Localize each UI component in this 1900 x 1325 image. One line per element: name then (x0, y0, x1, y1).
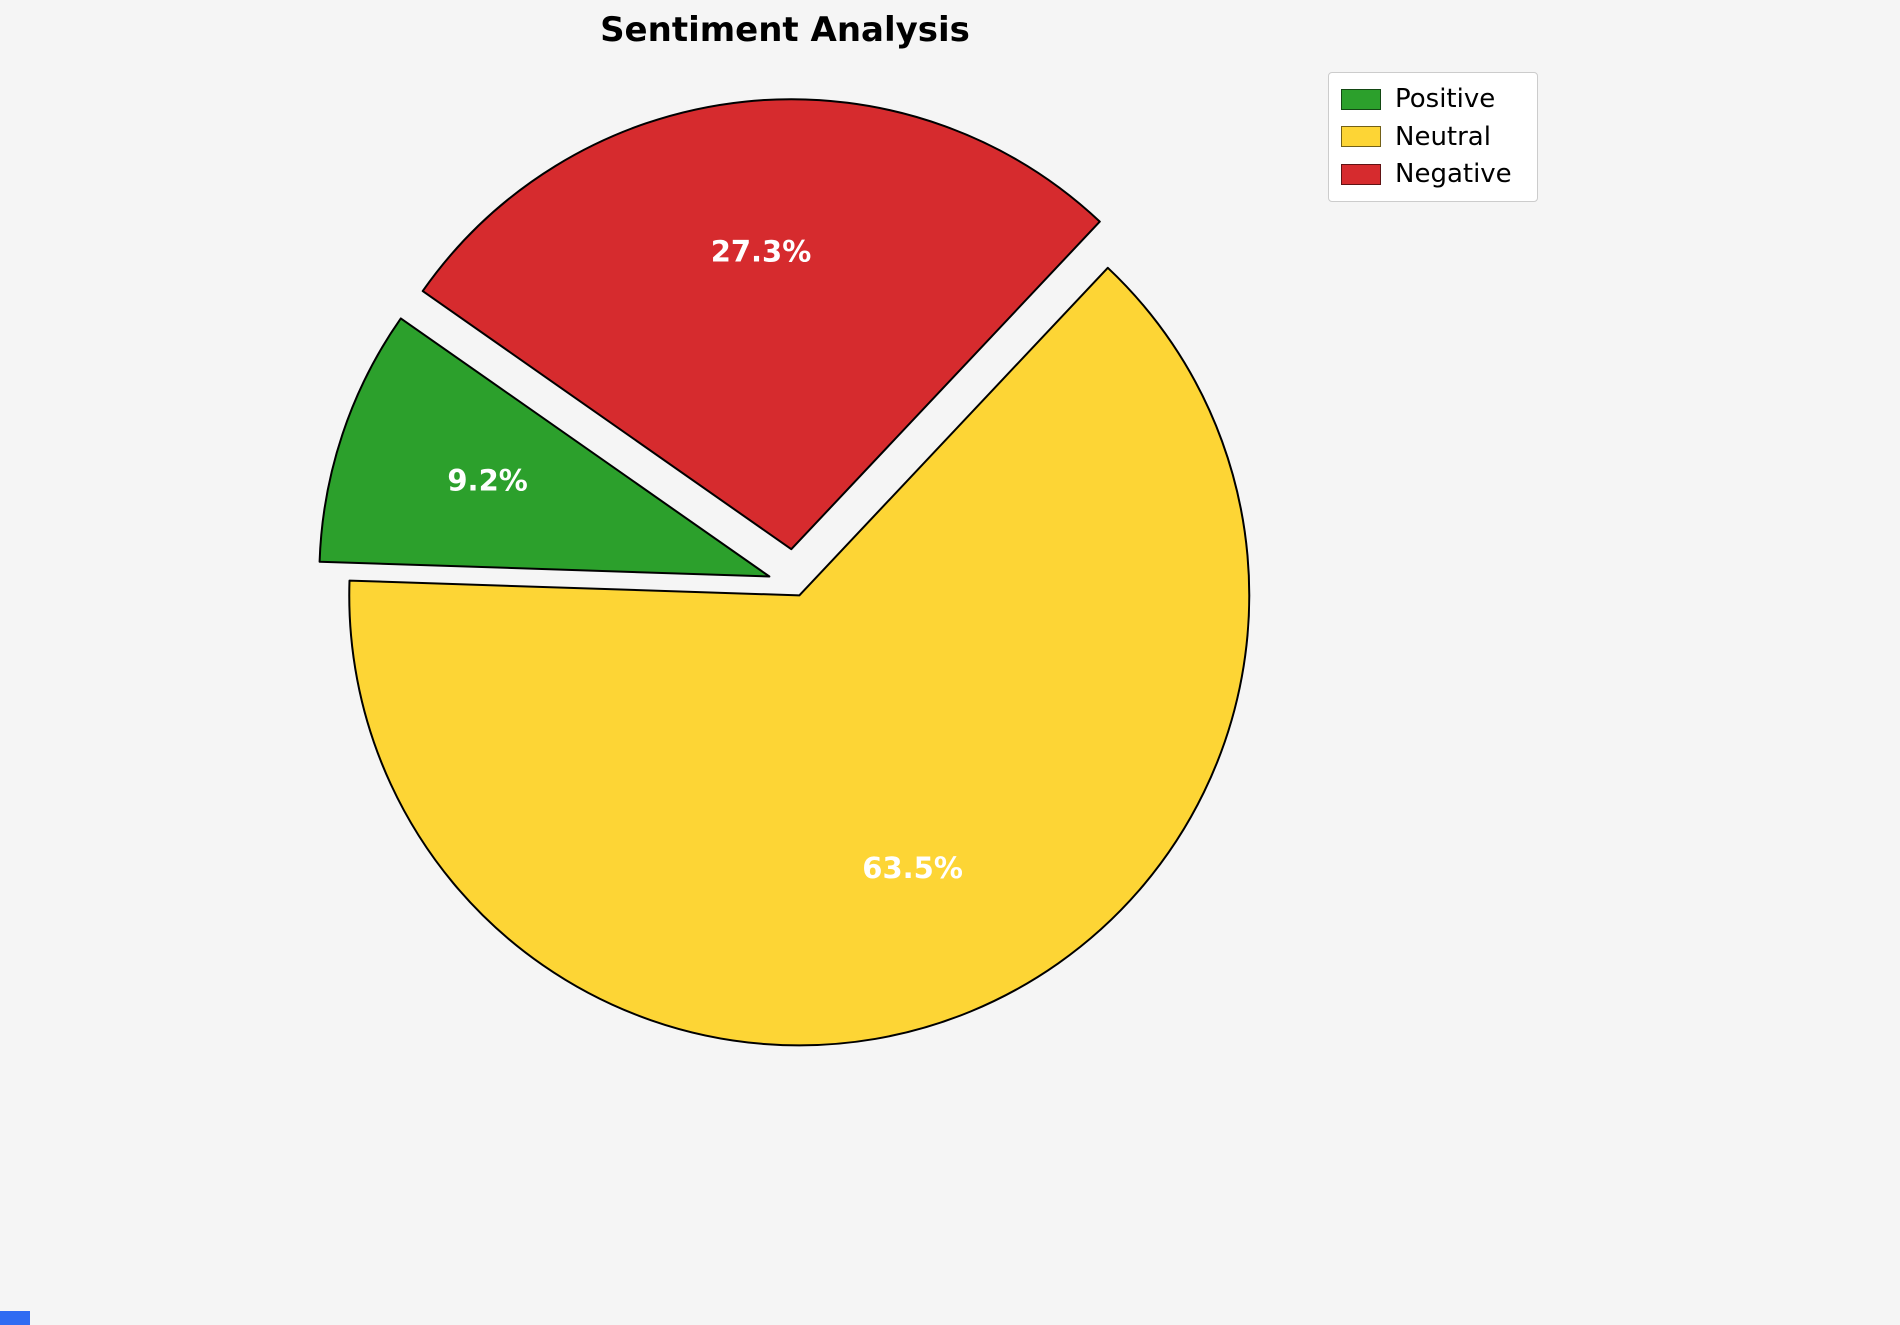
legend-item-positive: Positive (1341, 85, 1525, 114)
legend-swatch-negative-icon (1341, 163, 1381, 185)
slice-label-neutral: 63.5% (862, 851, 963, 885)
legend-label-negative: Negative (1395, 159, 1512, 190)
legend: Positive Neutral Negative (1328, 72, 1538, 202)
legend-label-neutral: Neutral (1395, 121, 1491, 152)
pie-slice-positive (318, 317, 771, 578)
legend-swatch-positive-icon (1341, 88, 1381, 110)
legend-swatch-neutral-icon (1341, 126, 1381, 148)
legend-label-positive: Positive (1395, 84, 1496, 114)
screen-corner-fragment (0, 1311, 30, 1325)
chart-title: Sentiment Analysis (600, 10, 970, 50)
pie-slice-negative (421, 98, 1101, 551)
pie-slice-neutral (348, 266, 1251, 1047)
legend-item-neutral: Neutral (1341, 121, 1525, 152)
slice-label-positive: 9.2% (447, 464, 527, 498)
legend-item-negative: Negative (1341, 160, 1525, 189)
slice-label-negative: 27.3% (711, 235, 812, 269)
